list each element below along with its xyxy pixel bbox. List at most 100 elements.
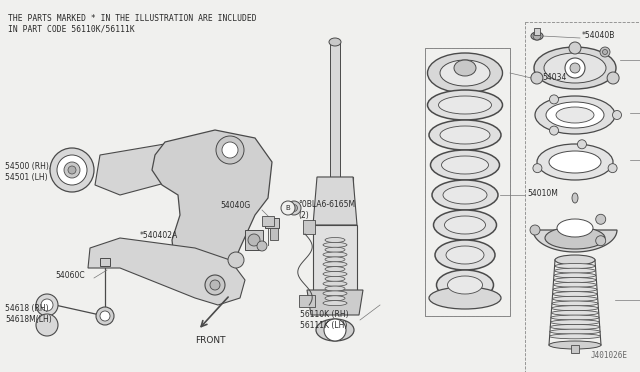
Ellipse shape <box>549 341 601 349</box>
Text: 54500 (RH)
54501 (LH): 54500 (RH) 54501 (LH) <box>5 162 49 182</box>
Bar <box>317 177 353 267</box>
Ellipse shape <box>572 193 578 203</box>
Circle shape <box>533 164 542 173</box>
Ellipse shape <box>554 282 596 287</box>
Ellipse shape <box>555 255 595 265</box>
Bar <box>303 220 315 234</box>
Polygon shape <box>533 230 617 252</box>
Circle shape <box>607 72 619 84</box>
Ellipse shape <box>545 227 605 249</box>
Circle shape <box>608 164 617 173</box>
Bar <box>262 216 274 226</box>
Circle shape <box>50 148 94 192</box>
Ellipse shape <box>557 219 593 237</box>
Text: *540402A: *540402A <box>140 231 179 241</box>
Ellipse shape <box>429 120 501 150</box>
Ellipse shape <box>446 246 484 264</box>
Circle shape <box>550 126 559 135</box>
Circle shape <box>550 95 559 104</box>
Circle shape <box>57 155 87 185</box>
Circle shape <box>36 294 58 316</box>
Text: 54618 (RH)
54618M(LH): 54618 (RH) 54618M(LH) <box>5 304 52 324</box>
Circle shape <box>596 236 605 246</box>
Ellipse shape <box>554 273 596 278</box>
Text: J401026E: J401026E <box>591 351 628 360</box>
Circle shape <box>96 307 114 325</box>
Circle shape <box>533 32 541 40</box>
Ellipse shape <box>325 296 345 301</box>
Ellipse shape <box>436 270 493 300</box>
Circle shape <box>36 314 58 336</box>
Ellipse shape <box>323 262 347 267</box>
Text: THE PARTS MARKED * IN THE ILLUSTRATION ARE INCLUDED: THE PARTS MARKED * IN THE ILLUSTRATION A… <box>8 14 257 23</box>
Circle shape <box>228 252 244 268</box>
Bar <box>299 295 315 307</box>
Ellipse shape <box>550 324 600 330</box>
Ellipse shape <box>325 257 345 262</box>
Ellipse shape <box>550 329 600 334</box>
Ellipse shape <box>323 272 347 276</box>
Ellipse shape <box>325 267 345 272</box>
Ellipse shape <box>551 315 599 320</box>
Circle shape <box>291 205 298 212</box>
Circle shape <box>569 42 581 54</box>
Polygon shape <box>88 238 245 305</box>
Circle shape <box>64 162 80 178</box>
Ellipse shape <box>554 278 596 283</box>
Polygon shape <box>313 177 357 225</box>
Ellipse shape <box>325 247 345 252</box>
Ellipse shape <box>435 240 495 270</box>
Bar <box>534 28 540 35</box>
Text: IN PART CODE 56110K/56111K: IN PART CODE 56110K/56111K <box>8 24 135 33</box>
Ellipse shape <box>544 53 606 83</box>
Text: 54040G: 54040G <box>220 201 250 209</box>
Circle shape <box>600 47 610 57</box>
Text: 54060C: 54060C <box>55 270 84 279</box>
Ellipse shape <box>323 291 347 296</box>
Bar <box>313 225 357 305</box>
Text: 54010M: 54010M <box>527 189 558 198</box>
Circle shape <box>210 280 220 290</box>
Ellipse shape <box>433 210 497 240</box>
Ellipse shape <box>552 306 598 311</box>
Ellipse shape <box>537 144 613 180</box>
Circle shape <box>602 49 607 55</box>
Ellipse shape <box>553 287 597 292</box>
Polygon shape <box>95 138 235 195</box>
Ellipse shape <box>316 319 354 341</box>
Circle shape <box>193 268 217 292</box>
Text: °0BLA6-6165M
(2): °0BLA6-6165M (2) <box>298 200 355 220</box>
Ellipse shape <box>442 156 488 174</box>
Circle shape <box>100 311 110 321</box>
Circle shape <box>577 140 586 149</box>
Ellipse shape <box>454 60 476 76</box>
Circle shape <box>248 234 260 246</box>
Ellipse shape <box>323 281 347 286</box>
Ellipse shape <box>429 287 501 309</box>
Bar <box>571 345 579 353</box>
Ellipse shape <box>440 126 490 144</box>
Bar <box>525 22 640 372</box>
Ellipse shape <box>447 276 483 294</box>
Ellipse shape <box>329 38 341 46</box>
Circle shape <box>205 275 225 295</box>
Circle shape <box>530 225 540 235</box>
Polygon shape <box>307 290 363 315</box>
Bar <box>425 48 510 316</box>
Circle shape <box>531 72 543 84</box>
Text: 54034: 54034 <box>542 74 566 83</box>
Circle shape <box>281 201 295 215</box>
Bar <box>330 42 340 177</box>
Ellipse shape <box>552 296 598 301</box>
Ellipse shape <box>555 268 595 273</box>
Ellipse shape <box>440 60 490 86</box>
Ellipse shape <box>552 301 598 306</box>
Ellipse shape <box>551 310 599 315</box>
Circle shape <box>570 63 580 73</box>
Ellipse shape <box>438 96 492 114</box>
Circle shape <box>324 319 346 341</box>
Circle shape <box>596 214 605 224</box>
Bar <box>270 228 278 240</box>
Ellipse shape <box>555 263 595 269</box>
Ellipse shape <box>325 286 345 291</box>
